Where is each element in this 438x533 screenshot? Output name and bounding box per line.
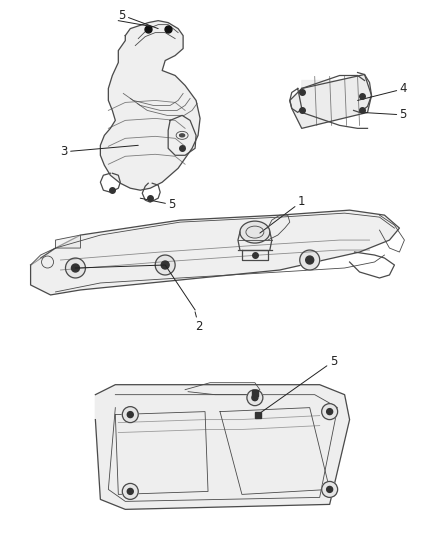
Circle shape — [122, 483, 138, 499]
Text: 5: 5 — [118, 9, 158, 29]
Circle shape — [127, 411, 133, 417]
Circle shape — [247, 390, 263, 406]
Polygon shape — [100, 21, 200, 190]
Circle shape — [300, 250, 320, 270]
Circle shape — [155, 255, 175, 275]
Circle shape — [327, 487, 332, 492]
Circle shape — [122, 407, 138, 423]
Polygon shape — [290, 75, 371, 128]
Circle shape — [321, 481, 338, 497]
Polygon shape — [31, 235, 81, 265]
Ellipse shape — [240, 221, 270, 243]
Circle shape — [327, 409, 332, 415]
Text: 3: 3 — [60, 146, 138, 158]
Polygon shape — [95, 385, 350, 510]
Text: 2: 2 — [195, 312, 203, 333]
Circle shape — [66, 258, 85, 278]
Polygon shape — [31, 210, 399, 295]
Text: 1: 1 — [260, 195, 305, 233]
Ellipse shape — [180, 134, 184, 137]
Text: 5: 5 — [140, 198, 176, 211]
Circle shape — [321, 403, 338, 419]
Circle shape — [306, 256, 314, 264]
Circle shape — [252, 394, 258, 401]
Polygon shape — [302, 80, 367, 112]
Circle shape — [71, 264, 79, 272]
Circle shape — [127, 488, 133, 495]
Circle shape — [161, 261, 169, 269]
Text: 5: 5 — [361, 108, 407, 122]
Text: 5: 5 — [258, 355, 337, 415]
Text: 4: 4 — [357, 83, 407, 100]
